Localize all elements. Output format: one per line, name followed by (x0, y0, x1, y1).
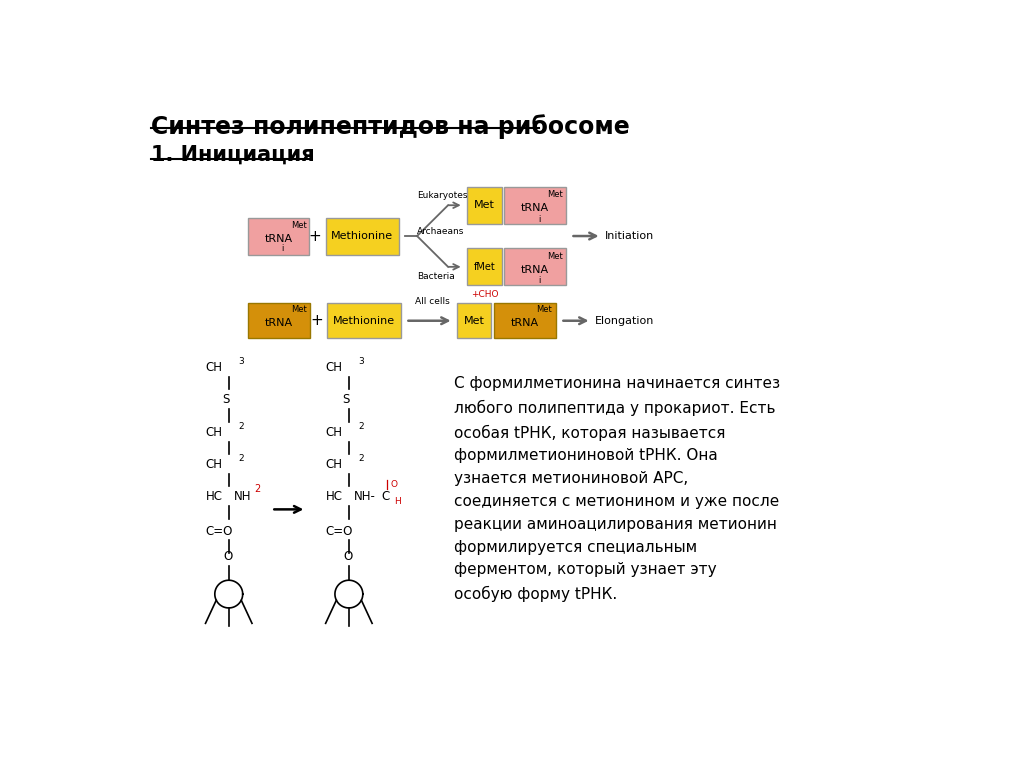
Text: CH: CH (206, 360, 222, 374)
Text: 3: 3 (238, 357, 244, 366)
FancyBboxPatch shape (248, 303, 310, 338)
Text: HC: HC (326, 490, 343, 503)
Text: tRNA: tRNA (265, 318, 293, 328)
Text: +: + (310, 313, 323, 328)
Text: O: O (223, 550, 232, 563)
Text: C=O: C=O (326, 525, 353, 538)
FancyBboxPatch shape (248, 218, 308, 255)
Text: CH: CH (326, 458, 343, 471)
Text: CH: CH (206, 458, 222, 471)
Text: 2: 2 (358, 422, 364, 431)
Text: Methionine: Methionine (333, 316, 395, 326)
Text: CH: CH (326, 426, 343, 439)
Text: C=O: C=O (206, 525, 232, 538)
Text: Met: Met (547, 252, 563, 261)
Text: Methionine: Methionine (332, 231, 393, 241)
Text: 2: 2 (254, 484, 260, 494)
Text: Archaeans: Archaeans (417, 227, 465, 235)
Text: Met: Met (464, 316, 484, 326)
Text: +CHO: +CHO (471, 290, 499, 299)
Text: Met: Met (291, 221, 306, 230)
Text: 2: 2 (358, 454, 364, 463)
Text: Elongation: Elongation (595, 316, 654, 326)
FancyBboxPatch shape (504, 186, 566, 224)
Text: 2: 2 (238, 422, 244, 431)
Text: CH: CH (206, 426, 222, 439)
Text: S: S (222, 393, 230, 407)
Text: i: i (282, 244, 284, 253)
FancyBboxPatch shape (326, 218, 399, 255)
Text: Met: Met (547, 190, 563, 199)
FancyBboxPatch shape (494, 303, 556, 338)
Text: С формилметионина начинается синтез
любого полипептида у прокариот. Есть
особая : С формилметионина начинается синтез любо… (454, 376, 779, 602)
Text: 3: 3 (358, 357, 364, 366)
Text: i: i (538, 276, 541, 285)
Text: Синтез полипептидов на рибосоме: Синтез полипептидов на рибосоме (152, 114, 630, 139)
Text: tRNA: tRNA (521, 265, 549, 275)
Text: S: S (343, 393, 350, 407)
Text: Met: Met (537, 305, 552, 314)
Text: H: H (394, 497, 400, 506)
Text: Initiation: Initiation (604, 231, 654, 241)
Text: tRNA: tRNA (511, 318, 539, 328)
Text: fMet: fMet (474, 262, 496, 272)
FancyBboxPatch shape (504, 249, 566, 285)
FancyBboxPatch shape (467, 249, 502, 285)
Text: Bacteria: Bacteria (417, 272, 455, 281)
Text: All cells: All cells (415, 297, 450, 306)
Text: Met: Met (291, 305, 306, 314)
Text: C: C (381, 490, 390, 503)
FancyBboxPatch shape (328, 303, 400, 338)
Text: CH: CH (326, 360, 343, 374)
FancyBboxPatch shape (458, 303, 492, 338)
FancyBboxPatch shape (467, 186, 502, 224)
Text: NH-: NH- (353, 490, 376, 503)
Text: NH: NH (233, 490, 251, 503)
Text: Met: Met (474, 200, 495, 210)
Text: HC: HC (206, 490, 222, 503)
Text: 2: 2 (238, 454, 244, 463)
Text: +: + (308, 229, 322, 244)
Text: O: O (391, 480, 397, 489)
Text: Eukaryotes: Eukaryotes (417, 190, 468, 199)
Text: O: O (343, 550, 352, 563)
Text: i: i (538, 215, 541, 224)
Text: 1. Инициация: 1. Инициация (152, 145, 315, 165)
Text: tRNA: tRNA (264, 234, 293, 244)
Text: tRNA: tRNA (521, 203, 549, 213)
